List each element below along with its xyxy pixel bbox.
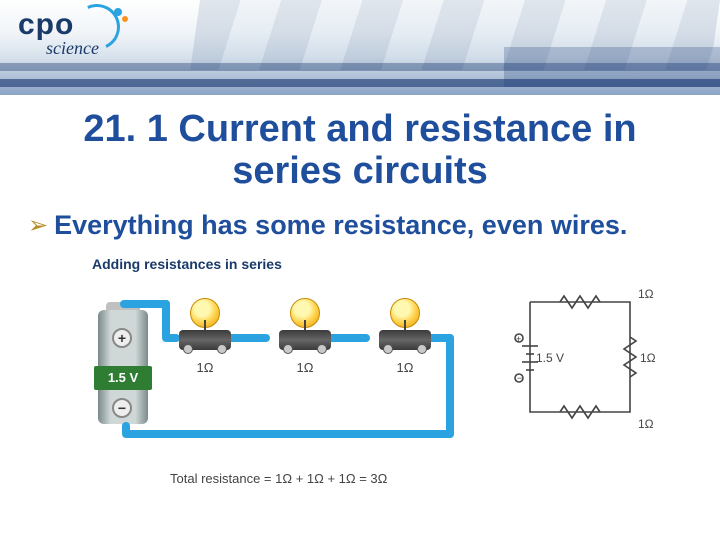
battery-icon: + − 1.5 V <box>92 306 154 428</box>
bulb-icon: 1Ω <box>270 298 340 375</box>
bulb-resistance-label: 1Ω <box>170 360 240 375</box>
wire-icon <box>446 334 454 438</box>
header-banner: cpo science <box>0 0 720 95</box>
resistor-label: 1Ω <box>638 417 654 431</box>
schematic-battery-label: 1.5 V <box>536 351 564 365</box>
bullet-text: Everything has some resistance, even wir… <box>54 209 627 243</box>
wire-icon <box>122 422 130 436</box>
bullet-item: ➢ Everything has some resistance, even w… <box>28 209 692 243</box>
svg-text:+: + <box>516 334 521 344</box>
bulb-resistance-label: 1Ω <box>270 360 340 375</box>
logo-dot-icon <box>114 8 122 16</box>
bullet-arrow-icon: ➢ <box>28 212 48 241</box>
brand-logo: cpo science <box>18 10 110 59</box>
schematic-diagram: + − 1Ω 1Ω 1Ω 1.5 V <box>510 282 660 432</box>
resistor-label: 1Ω <box>640 351 656 365</box>
battery-voltage-label: 1.5 V <box>94 366 152 390</box>
slide-title: 21. 1 Current and resistance in series c… <box>30 109 690 193</box>
logo-dot-icon <box>122 16 128 22</box>
total-resistance-label: Total resistance = 1Ω + 1Ω + 1Ω = 3Ω <box>170 471 387 486</box>
svg-text:−: − <box>517 373 522 383</box>
figure-caption: Adding resistances in series <box>92 256 282 272</box>
wire-icon <box>122 430 454 438</box>
bulb-resistance-label: 1Ω <box>370 360 440 375</box>
resistor-label: 1Ω <box>638 287 654 301</box>
bulb-icon: 1Ω <box>170 298 240 375</box>
bulb-icon: 1Ω <box>370 298 440 375</box>
series-circuit-figure: Adding resistances in series + − 1.5 V 1… <box>60 256 660 486</box>
